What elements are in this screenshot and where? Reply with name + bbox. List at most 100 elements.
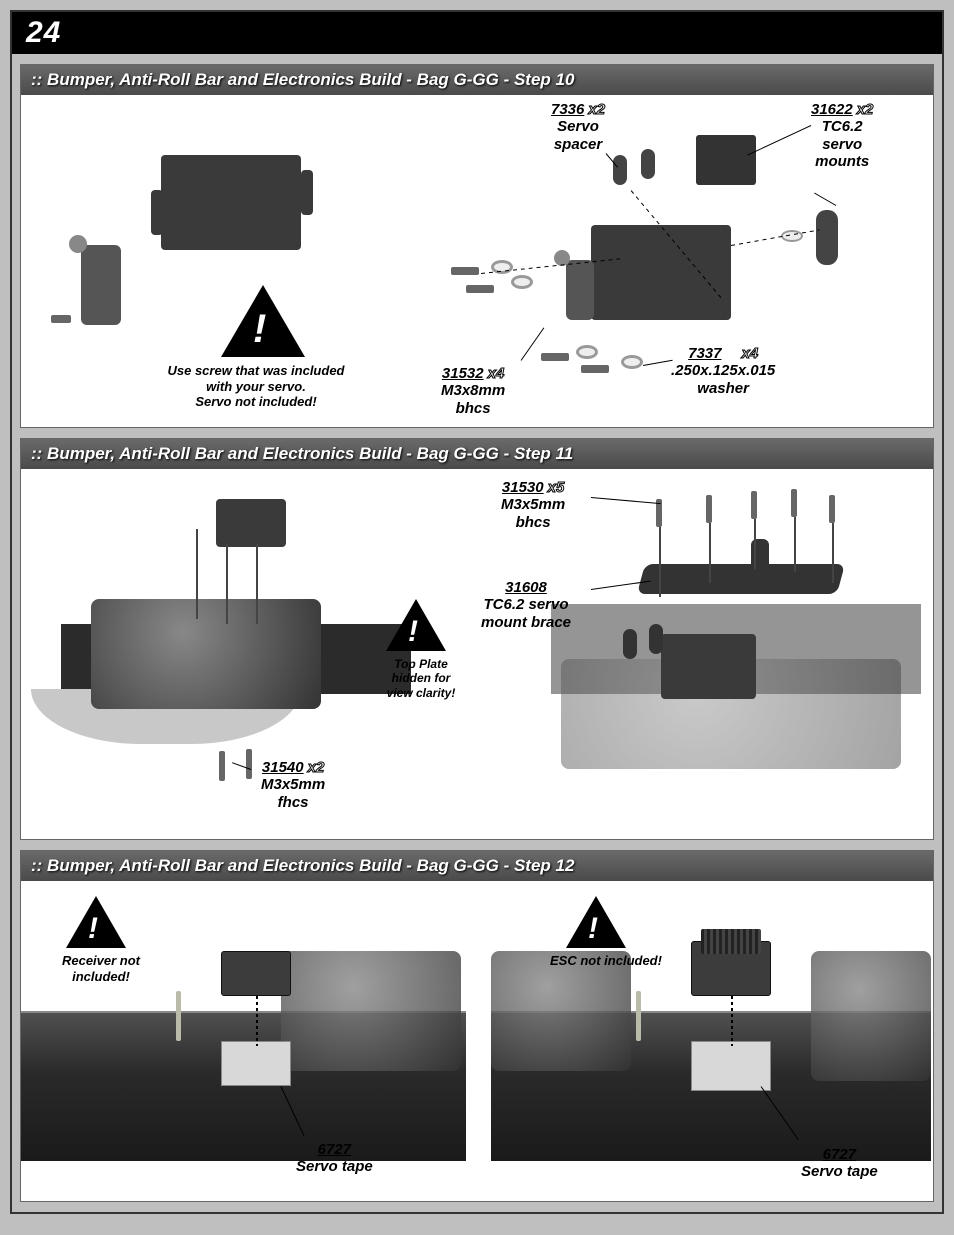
desc-6727a: Servo tape [296, 1158, 373, 1175]
vline-c [256, 544, 258, 624]
servo-install [216, 499, 286, 547]
servo-spacer-a [613, 155, 627, 185]
front-suspension-assy [91, 599, 321, 709]
bhcs-tl [451, 267, 479, 275]
warn-bang-step12-right: ! [588, 912, 598, 946]
warn-bang-step10: ! [253, 307, 266, 352]
leader-7337 [643, 360, 673, 366]
bhcs-s3 [751, 491, 757, 519]
gear-area-right-a [491, 951, 631, 1071]
desc-6727b: Servo tape [801, 1163, 878, 1180]
servo-tab-left-a [151, 190, 163, 235]
partno-31608: 31608 [505, 579, 547, 596]
antenna-post [176, 991, 181, 1041]
servo-horn-left [81, 245, 121, 325]
servo-body-right [591, 225, 731, 320]
servo-body-left [161, 155, 301, 250]
step-10: :: Bumper, Anti-Roll Bar and Electronics… [20, 64, 934, 428]
step-11: :: Bumper, Anti-Roll Bar and Electronics… [20, 438, 934, 840]
vline-r2 [709, 523, 711, 583]
bhcs-tr [466, 285, 494, 293]
step-12-header: :: Bumper, Anti-Roll Bar and Electronics… [21, 851, 933, 881]
brace-post-a [623, 629, 637, 659]
leader-31622a [747, 125, 811, 155]
gear-area-left [281, 951, 461, 1071]
qty-7337: x4 [741, 345, 758, 362]
step-12: :: Bumper, Anti-Roll Bar and Electronics… [20, 850, 934, 1202]
partno-7336: 7336 [551, 101, 584, 118]
tape-left [221, 1041, 291, 1086]
partno-31530: 31530 [502, 479, 544, 496]
qty-31530: x5 [548, 479, 565, 496]
partno-6727a: 6727 [318, 1141, 351, 1158]
leader-31530 [591, 497, 661, 504]
bhcs-bl [541, 353, 569, 361]
ball-stud-left [69, 235, 87, 253]
fhcs-a [219, 751, 225, 781]
label-7337: 7337 x4 .250x.125x.015 washer [671, 345, 775, 397]
partno-31622: 31622 [811, 101, 853, 118]
bhcs-s5 [829, 495, 835, 523]
upper-mount [696, 135, 756, 185]
servo-screw-left [51, 315, 71, 323]
label-31608: 31608 TC6.2 servo mount brace [481, 579, 571, 631]
desc-7337: .250x.125x.015 washer [671, 362, 775, 396]
receiver-box [221, 951, 291, 996]
page-number: 24 [12, 12, 942, 54]
partno-7337: 7337 [688, 345, 721, 362]
qty-31622: x2 [857, 101, 874, 118]
washer-br [621, 355, 643, 369]
servo-spacer-b [641, 149, 655, 179]
warn-bang-step11: ! [408, 615, 418, 649]
drop-line-left [256, 996, 258, 1046]
qty-31540: x2 [308, 759, 325, 776]
vline-r3 [754, 519, 756, 569]
step-10-body: ! Use screw that was included with your … [21, 95, 933, 427]
warn-text-step12-right: ESC not included! [541, 953, 671, 969]
gear-area-right-b [811, 951, 931, 1081]
partno-31540: 31540 [262, 759, 304, 776]
servo-installed [661, 634, 756, 699]
label-31540: 31540x2 M3x5mm fhcs [261, 759, 325, 811]
vline-r5 [832, 523, 834, 583]
page-frame: 24 :: Bumper, Anti-Roll Bar and Electron… [10, 10, 944, 1214]
fhcs-b [246, 749, 252, 779]
tape-right [691, 1041, 771, 1091]
partno-6727b: 6727 [823, 1146, 856, 1163]
vline-r4 [794, 517, 796, 572]
qty-7336: x2 [588, 101, 605, 118]
label-31530: 31530x5 M3x5mm bhcs [501, 479, 565, 531]
step-12-body: ! Receiver not included! 6727 Servo tape… [21, 881, 933, 1201]
step-11-body: ! Top Plate hidden for view clarity! [21, 469, 933, 839]
desc-31622: TC6.2 servo mounts [815, 118, 869, 170]
vline-r1 [659, 527, 661, 597]
leader-31622b [814, 193, 836, 206]
desc-7336: Servo spacer [554, 118, 602, 152]
warn-text-step11: Top Plate hidden for view clarity! [371, 657, 471, 700]
warn-bang-step12-left: ! [88, 912, 98, 946]
partno-31532: 31532 [442, 365, 484, 382]
label-31532: 31532x4 M3x8mm bhcs [441, 365, 505, 417]
servo-tab-left-b [301, 170, 313, 215]
assy-line-c [731, 229, 820, 246]
brace-post-b [649, 624, 663, 654]
warn-text-step10: Use screw that was included with your se… [131, 363, 381, 410]
qty-31532: x4 [488, 365, 505, 382]
step-10-header: :: Bumper, Anti-Roll Bar and Electronics… [21, 65, 933, 95]
desc-31540: M3x5mm fhcs [261, 776, 325, 810]
desc-31608: TC6.2 servo mount brace [481, 596, 571, 630]
washer-bl [576, 345, 598, 359]
label-6727a: 6727 Servo tape [296, 1141, 373, 1176]
step-11-header: :: Bumper, Anti-Roll Bar and Electronics… [21, 439, 933, 469]
drop-line-right [731, 996, 733, 1046]
esc-heatsink [701, 929, 761, 954]
warn-text-step12-left: Receiver not included! [46, 953, 156, 984]
antenna-post-r [636, 991, 641, 1041]
label-6727b: 6727 Servo tape [801, 1146, 878, 1181]
servo-horn-right [566, 260, 594, 320]
bhcs-br [581, 365, 609, 373]
vline-b [226, 544, 228, 624]
bhcs-s4 [791, 489, 797, 517]
desc-31532: M3x8mm bhcs [441, 382, 505, 416]
washer-tr [511, 275, 533, 289]
